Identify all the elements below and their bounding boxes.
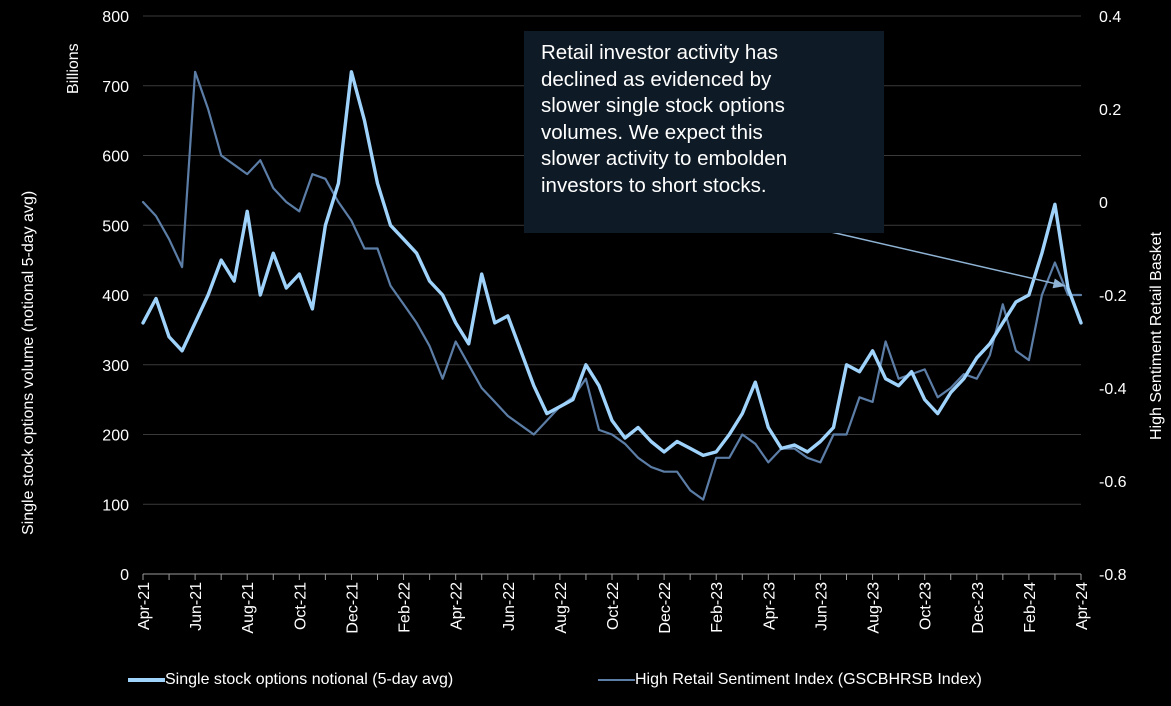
annotation-text: Retail investor activity has declined as… — [541, 41, 788, 197]
left-tick-label: 300 — [102, 358, 129, 375]
legend-label-retail-sentiment: High Retail Sentiment Index (GSCBHRSB In… — [635, 671, 982, 688]
x-tick-label: Dec-22 — [657, 582, 674, 634]
left-tick-label: 700 — [102, 79, 129, 96]
right-tick-label: -0.8 — [1099, 567, 1127, 584]
series-lines — [141, 70, 1083, 501]
x-tick-label: Aug-23 — [866, 582, 883, 634]
legend-item-options-notional: Single stock options notional (5-day avg… — [128, 671, 453, 689]
legend-swatch-options-notional — [128, 678, 165, 682]
right-tick-label: 0 — [1099, 195, 1108, 212]
left-axis-title: Single stock options volume (notional 5-… — [20, 191, 37, 535]
left-tick-label: 600 — [102, 149, 129, 166]
right-axis-title: High Sentiment Retail Basket — [1148, 231, 1165, 440]
right-tick-label: -0.6 — [1099, 474, 1127, 491]
x-tick-label: Apr-24 — [1074, 582, 1091, 630]
x-tick-label: Oct-21 — [292, 582, 309, 630]
left-tick-label: 500 — [102, 218, 129, 235]
series-line-options-notional — [141, 70, 1083, 458]
left-tick-label: 400 — [102, 288, 129, 305]
right-tick-label: -0.4 — [1099, 381, 1127, 398]
x-tick-label: Jun-21 — [188, 582, 205, 631]
right-tick-label: -0.2 — [1099, 288, 1127, 305]
x-tick-label: Jun-23 — [813, 582, 830, 631]
x-tick-label: Dec-21 — [344, 582, 361, 634]
annotation-arrow — [830, 231, 1066, 289]
x-tick-label: Aug-22 — [553, 582, 570, 634]
x-tick-label: Aug-21 — [240, 582, 257, 634]
right-tick-label: 0.4 — [1099, 9, 1121, 26]
left-axis-unit-label: Billions — [65, 43, 82, 94]
annotation-arrow-line — [830, 231, 1066, 287]
legend-item-retail-sentiment: High Retail Sentiment Index (GSCBHRSB In… — [598, 671, 982, 689]
x-tick-label: Feb-22 — [397, 582, 414, 633]
left-tick-label: 800 — [102, 9, 129, 26]
x-tick-label: Oct-23 — [918, 582, 935, 630]
x-tick-label: Apr-22 — [449, 582, 466, 630]
axes: 0 100 200 300 400 500 600 700 800 -0.8 -0.6 -0.4 -0.… — [102, 9, 1126, 634]
annotation-arrow-head — [1052, 278, 1066, 289]
right-tick-label: 0.2 — [1099, 102, 1121, 119]
legend-label-options-notional: Single stock options notional (5-day avg… — [165, 671, 454, 688]
left-tick-label: 200 — [102, 428, 129, 445]
x-tick-label: Apr-21 — [136, 582, 153, 630]
left-tick-label: 0 — [120, 567, 129, 584]
legend-swatch-retail-sentiment — [598, 679, 635, 681]
series-line-retail-sentiment — [141, 70, 1083, 501]
x-tick-label: Dec-23 — [970, 582, 987, 634]
x-tick-label: Feb-23 — [709, 582, 726, 633]
x-tick-label: Jun-22 — [501, 582, 518, 631]
x-tick-label: Apr-23 — [761, 582, 778, 630]
annotation-box: Retail investor activity has declined as… — [524, 31, 884, 233]
x-tick-label: Feb-24 — [1022, 582, 1039, 633]
x-tick-label: Oct-22 — [605, 582, 622, 630]
left-tick-label: 100 — [102, 497, 129, 514]
